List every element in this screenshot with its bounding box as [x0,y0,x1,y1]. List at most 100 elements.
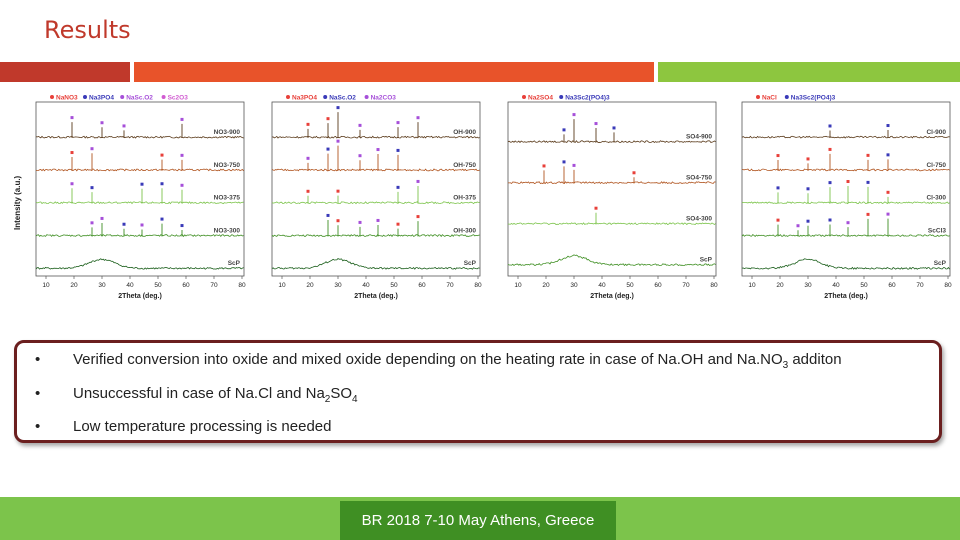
phase-marker [70,116,74,120]
x-tick-label: 70 [916,282,924,289]
trace-label: SO4-750 [686,175,712,182]
legend-marker [756,95,760,99]
phase-marker [396,185,400,189]
phase-marker [306,156,310,160]
xrd-trace [35,168,244,172]
phase-marker [122,222,126,226]
legend-marker [522,95,526,99]
xrd-trace [508,181,716,185]
phase-marker [336,189,340,193]
trace-label: ScP [700,257,713,264]
bullet-marker: • [35,418,41,435]
xrd-trace [271,201,480,205]
x-tick-label: 80 [944,282,952,289]
phase-marker [416,179,420,183]
xrd-trace [271,135,480,139]
phase-marker [358,154,362,158]
legend-label: NaCl [762,95,777,102]
legend-label: Na3PO4 [89,95,114,102]
trace-label: ScP [228,260,241,267]
phase-marker [542,164,546,168]
legend-marker [83,95,87,99]
legend-label: Na2SO4 [528,95,553,102]
xrd-trace [271,168,480,172]
x-tick-label: 10 [42,282,50,289]
phase-marker [562,128,566,132]
xrd-trace [507,222,716,226]
trace-label: OH-900 [453,129,476,136]
bullet-low-temperature-text: Low temperature processing is needed [73,418,332,435]
phase-marker [326,147,330,151]
legend-label: Na3Sc2(PO4)3 [565,95,610,102]
legend-label: NaSc.O2 [126,95,153,102]
phase-marker [886,153,890,157]
x-tick-label: 80 [474,282,482,289]
phase-marker [806,219,810,223]
x-tick-label: 70 [210,282,218,289]
phase-marker [90,186,94,190]
xrd-trace [35,234,244,238]
phase-marker [90,147,94,151]
footer-label-box [340,501,616,540]
trace-label: Cl-300 [926,195,946,202]
plot-frame [507,101,717,277]
phase-marker [306,189,310,193]
phase-marker [180,224,184,228]
x-tick-label: 70 [446,282,454,289]
phase-marker [562,160,566,164]
x-tick-label: 20 [542,282,550,289]
x-tick-label: 30 [334,282,342,289]
phase-marker [376,148,380,152]
phase-marker [358,123,362,127]
phase-marker [828,181,832,185]
trace-label: NO3-375 [214,195,241,202]
legend-label: NaNO3 [56,95,78,102]
trace-label: ScP [464,260,477,267]
phase-marker [416,116,420,120]
phase-marker [866,212,870,216]
legend-marker [559,95,564,99]
bullet-conversion-text: Verified conversion into oxide and mixed… [73,351,842,371]
trace-label: ScCl3 [928,227,946,234]
legend-label: Na3Sc2(PO4)3 [791,95,836,102]
phase-marker [594,206,598,210]
phase-marker [70,151,74,155]
trace-label: Cl-750 [926,162,946,169]
phase-marker [846,179,850,183]
x-tick-label: 40 [126,282,134,289]
phase-marker [886,190,890,194]
phase-marker [160,182,164,186]
phase-marker [866,153,870,157]
phase-marker [828,218,832,222]
x-tick-label: 80 [710,282,718,289]
x-tick-label: 60 [182,282,190,289]
legend-label: NaSc.O2 [329,95,356,102]
x-tick-label: 50 [390,282,398,289]
phase-marker [594,122,598,126]
phase-marker [326,213,330,217]
phase-marker [90,221,94,225]
header-bar-red [0,62,130,82]
phase-marker [886,124,890,128]
trace-label: ScP [934,260,947,267]
phase-marker [336,219,340,223]
trace-label: SO4-300 [686,216,712,223]
xrd-trace [271,257,480,270]
x-tick-label: 50 [154,282,162,289]
phase-marker [336,139,340,143]
phase-marker [160,217,164,221]
xrd-trace [271,234,480,238]
phase-marker [376,218,380,222]
slide-title: Results [44,16,131,44]
x-axis-label: 2Theta (deg.) [824,293,868,300]
bullet-unsuccessful-text: Unsuccessful in case of Na.Cl and Na2SO4 [73,385,358,405]
phase-marker [572,113,576,117]
phase-marker [140,182,144,186]
xrd-trace [741,258,950,270]
phase-marker [396,222,400,226]
bullet-marker: • [35,351,41,368]
x-tick-label: 80 [238,282,246,289]
phase-marker [612,126,616,130]
phase-marker [358,220,362,224]
x-tick-label: 20 [70,282,78,289]
